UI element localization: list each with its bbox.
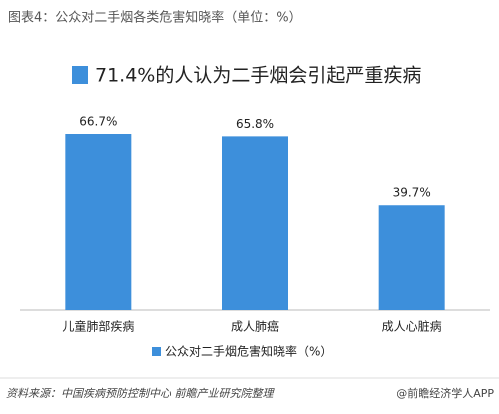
x-tick-label: 儿童肺部疾病 xyxy=(62,319,134,334)
chart-subtitle: 71.4%的人认为二手烟会引起严重疾病 xyxy=(95,65,421,87)
legend-label: 公众对二手烟危害知晓率（%） xyxy=(165,344,332,359)
chart-title: 图表4：公众对二手烟各类危害知晓率（单位：%） xyxy=(8,10,302,26)
credit: @前瞻经济学人APP xyxy=(396,386,494,400)
bar xyxy=(222,136,288,310)
subtitle-marker xyxy=(72,66,88,84)
x-tick-label: 成人肺癌 xyxy=(231,319,279,334)
value-label: 39.7% xyxy=(393,186,431,200)
bar xyxy=(378,205,445,310)
source-note: 资料来源：中国疾病预防控制中心 前瞻产业研究院整理 xyxy=(6,387,275,400)
value-label: 65.8% xyxy=(236,117,274,131)
x-tick-label: 成人心脏病 xyxy=(382,319,442,334)
legend-swatch xyxy=(152,347,161,356)
value-label: 66.7% xyxy=(79,115,117,129)
bar xyxy=(65,134,132,310)
